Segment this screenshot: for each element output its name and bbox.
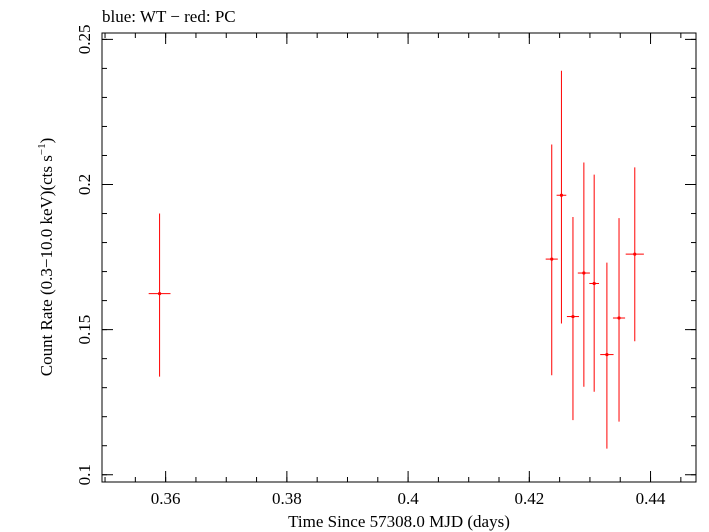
data-point — [566, 217, 580, 421]
x-axis-label: Time Since 57308.0 MJD (days) — [288, 512, 510, 531]
y-tick-label: 0.15 — [75, 315, 94, 345]
data-marker — [157, 292, 162, 296]
data-marker — [559, 193, 564, 197]
data-point — [577, 162, 590, 387]
data-marker — [605, 352, 609, 357]
data-point — [589, 174, 600, 392]
x-tick-label: 0.44 — [636, 489, 666, 508]
x-tick-labels: 0.36 0.38 0.4 0.42 0.44 — [151, 489, 666, 508]
data-marker — [592, 281, 596, 286]
chart-title: blue: WT − red: PC — [102, 7, 236, 26]
y-axis-label-main: Count Rate (0.3−10.0 keV)(cts s — [37, 155, 56, 376]
plot-frame — [101, 32, 697, 483]
x-tick-label: 0.38 — [272, 489, 302, 508]
data-points — [148, 70, 644, 449]
x-tick-label: 0.36 — [151, 489, 181, 508]
y-tick-label: 0.2 — [75, 174, 94, 195]
y-tick-label: 0.1 — [75, 464, 94, 485]
data-point — [625, 167, 644, 342]
y-axis-label-end: ) — [37, 138, 56, 144]
data-marker — [633, 252, 637, 256]
data-marker — [582, 271, 586, 275]
data-point — [600, 262, 614, 449]
x-tick-label: 0.4 — [397, 489, 419, 508]
data-point — [556, 70, 567, 324]
data-point — [148, 213, 171, 377]
y-axis-label: Count Rate (0.3−10.0 keV)(cts s−1) — [36, 138, 56, 377]
data-marker — [571, 314, 575, 319]
axis-ticks — [102, 33, 696, 482]
data-point — [612, 218, 626, 422]
y-tick-label: 0.25 — [75, 25, 94, 55]
y-axis-label-superscript: −1 — [36, 143, 48, 155]
x-tick-label: 0.42 — [514, 489, 544, 508]
y-tick-labels: 0.1 0.15 0.2 0.25 — [75, 25, 94, 486]
data-marker — [617, 316, 621, 320]
data-marker — [550, 257, 554, 261]
data-point — [545, 144, 558, 376]
